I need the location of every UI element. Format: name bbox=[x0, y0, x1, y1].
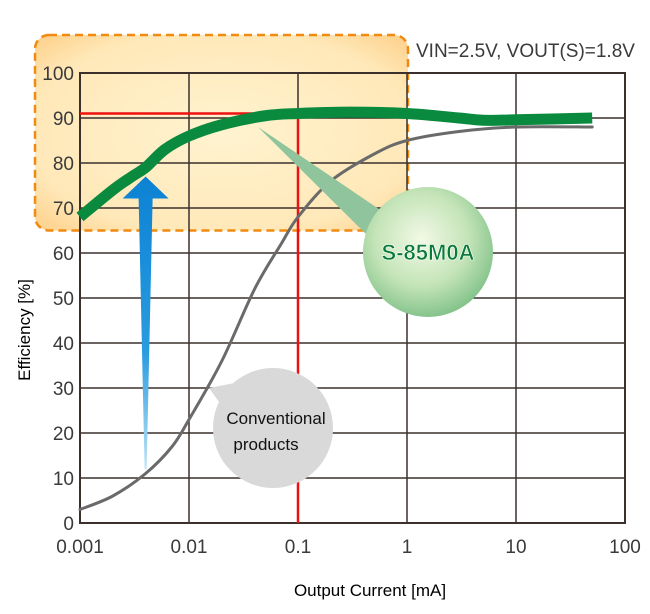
y-axis-ticks: 0 10 20 30 40 50 60 70 80 90 100 bbox=[42, 64, 74, 535]
x-tick-label: 1 bbox=[402, 537, 413, 558]
x-tick-label: 0.01 bbox=[171, 537, 208, 558]
plot-frame bbox=[79, 72, 626, 524]
y-tick-label: 100 bbox=[42, 64, 74, 85]
x-axis-title: Output Current [mA] bbox=[294, 581, 446, 600]
x-tick-label: 0.001 bbox=[56, 537, 104, 558]
x-tick-label: 10 bbox=[505, 537, 526, 558]
y-tick-label: 10 bbox=[53, 469, 74, 490]
y-tick-label: 60 bbox=[53, 244, 74, 265]
y-tick-label: 80 bbox=[53, 154, 74, 175]
x-tick-label: 0.1 bbox=[285, 537, 311, 558]
series-line-conventional bbox=[78, 125, 594, 511]
series-line-s85m0a bbox=[76, 106, 593, 222]
conventional-callout-bubble bbox=[213, 368, 333, 488]
product-callout-pointer bbox=[258, 127, 395, 240]
y-tick-label: 50 bbox=[53, 289, 74, 310]
conventional-label-line1: Conventional bbox=[226, 409, 325, 428]
x-axis-ticks: 0.001 0.01 0.1 1 10 100 bbox=[56, 537, 641, 558]
improvement-arrow-icon bbox=[122, 176, 169, 469]
product-callout-bubble bbox=[363, 187, 493, 317]
y-tick-label: 0 bbox=[63, 514, 74, 535]
y-tick-label: 70 bbox=[53, 199, 74, 220]
x-tick-label: 100 bbox=[609, 537, 641, 558]
y-tick-label: 90 bbox=[53, 109, 74, 130]
condition-label: VIN=2.5V, VOUT(S)=1.8V bbox=[416, 41, 635, 62]
conventional-label-line2: products bbox=[233, 435, 298, 454]
y-tick-label: 30 bbox=[53, 379, 74, 400]
y-axis-title: Efficiency [%] bbox=[15, 279, 34, 381]
product-label: S-85M0A bbox=[382, 240, 475, 265]
y-tick-label: 40 bbox=[53, 334, 74, 355]
y-tick-label: 20 bbox=[53, 424, 74, 445]
